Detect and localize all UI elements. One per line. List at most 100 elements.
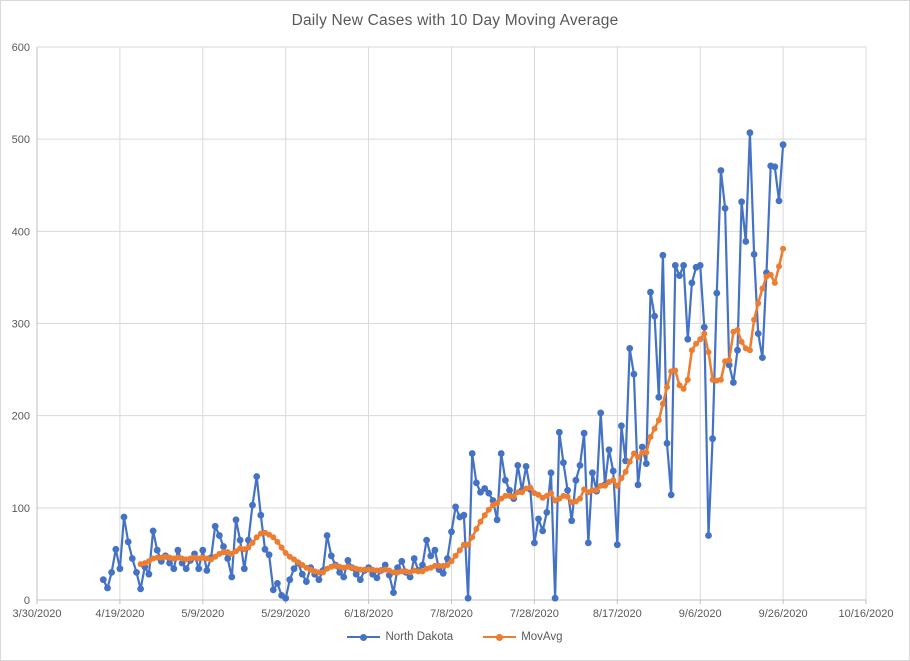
data-point-marker xyxy=(696,262,704,269)
data-point-marker xyxy=(605,446,613,454)
data-point-marker xyxy=(601,482,608,489)
data-point-marker xyxy=(630,370,638,378)
data-point-marker xyxy=(626,458,633,465)
data-point-marker xyxy=(423,536,430,544)
data-point-marker xyxy=(701,330,708,337)
data-point-marker xyxy=(539,527,547,535)
series-movavg xyxy=(137,245,787,576)
data-point-marker xyxy=(120,513,128,521)
data-point-marker xyxy=(572,476,580,484)
data-point-marker xyxy=(286,576,294,584)
data-point-marker xyxy=(224,555,232,562)
data-point-marker xyxy=(128,555,136,562)
data-point-marker xyxy=(630,450,637,457)
data-point-marker xyxy=(610,477,617,484)
data-point-marker xyxy=(750,251,758,258)
data-point-marker xyxy=(356,576,364,584)
data-point-marker xyxy=(548,490,554,497)
data-point-marker xyxy=(555,428,563,436)
data-point-marker xyxy=(365,566,372,573)
data-point-marker xyxy=(755,300,762,307)
data-point-marker xyxy=(203,567,211,574)
data-point-marker xyxy=(166,559,174,567)
legend-item-movavg: MovAvg xyxy=(483,631,563,643)
data-point-marker xyxy=(580,429,588,437)
data-point-marker xyxy=(253,473,261,480)
data-point-marker xyxy=(220,543,227,550)
data-point-marker xyxy=(680,262,687,269)
data-point-marker xyxy=(551,594,559,602)
data-point-marker xyxy=(170,565,178,573)
data-point-marker xyxy=(697,336,704,343)
data-point-marker xyxy=(303,578,310,585)
data-point-marker xyxy=(460,541,467,548)
data-point-marker xyxy=(717,167,725,174)
data-point-marker xyxy=(502,476,509,484)
data-point-marker xyxy=(614,482,621,489)
data-point-marker xyxy=(112,545,120,553)
data-point-marker xyxy=(481,512,488,519)
series-line xyxy=(102,131,785,600)
legend-item-north-dakota: North Dakota xyxy=(347,631,453,643)
data-point-marker xyxy=(315,569,322,576)
data-point-marker xyxy=(584,539,592,547)
data-point-marker xyxy=(249,501,256,509)
x-tick-label: 5/9/2020 xyxy=(181,608,224,620)
data-point-marker xyxy=(390,589,397,596)
data-point-marker xyxy=(274,538,281,545)
data-point-marker xyxy=(352,570,360,578)
data-point-marker xyxy=(688,347,695,354)
data-point-marker xyxy=(257,511,265,519)
data-point-marker xyxy=(282,550,289,556)
y-tick-label: 600 xyxy=(12,42,30,54)
data-point-marker xyxy=(394,564,401,572)
y-tick-label: 100 xyxy=(12,503,30,515)
data-point-marker xyxy=(493,516,501,524)
y-tick-label: 400 xyxy=(12,226,30,238)
data-point-marker xyxy=(436,562,443,569)
data-point-marker xyxy=(651,425,658,432)
data-point-marker xyxy=(738,198,745,206)
data-point-marker xyxy=(137,585,145,593)
data-point-marker xyxy=(340,573,348,581)
x-tick-label: 9/6/2020 xyxy=(679,608,722,620)
data-point-marker xyxy=(232,516,240,524)
legend-label-movavg: MovAvg xyxy=(521,631,563,643)
data-point-marker xyxy=(664,384,670,391)
data-point-marker xyxy=(713,289,721,297)
x-tick-label: 7/28/2020 xyxy=(510,608,559,620)
data-point-marker xyxy=(336,569,343,576)
x-tick-label: 9/26/2020 xyxy=(759,608,808,620)
data-point-marker xyxy=(671,262,679,269)
data-point-marker xyxy=(676,272,683,279)
data-point-marker xyxy=(576,462,584,469)
y-tick-label: 300 xyxy=(12,319,30,331)
data-point-marker xyxy=(253,534,260,541)
data-point-marker xyxy=(659,400,666,407)
chart-title: Daily New Cases with 10 Day Moving Avera… xyxy=(291,12,619,29)
data-point-marker xyxy=(514,489,521,496)
data-point-marker xyxy=(667,491,675,499)
data-point-marker xyxy=(730,379,737,386)
data-point-marker xyxy=(721,204,729,212)
data-point-marker xyxy=(568,517,576,525)
data-point-marker xyxy=(494,500,501,507)
data-point-marker xyxy=(519,489,525,496)
legend-line-dot-marker xyxy=(483,633,517,642)
data-point-marker xyxy=(124,538,132,546)
data-point-marker xyxy=(469,534,476,541)
data-point-marker xyxy=(647,288,654,296)
data-point-marker xyxy=(240,565,248,573)
data-point-marker xyxy=(485,489,493,497)
data-point-marker xyxy=(709,435,716,443)
data-point-marker xyxy=(643,449,650,456)
data-point-marker xyxy=(415,568,422,575)
data-point-marker xyxy=(315,576,323,584)
data-point-marker xyxy=(705,349,712,356)
data-point-marker xyxy=(647,433,654,440)
data-point-marker xyxy=(410,555,418,562)
x-tick-label: 10/16/2020 xyxy=(838,608,893,620)
data-point-marker xyxy=(734,346,741,354)
data-point-marker xyxy=(676,382,683,389)
